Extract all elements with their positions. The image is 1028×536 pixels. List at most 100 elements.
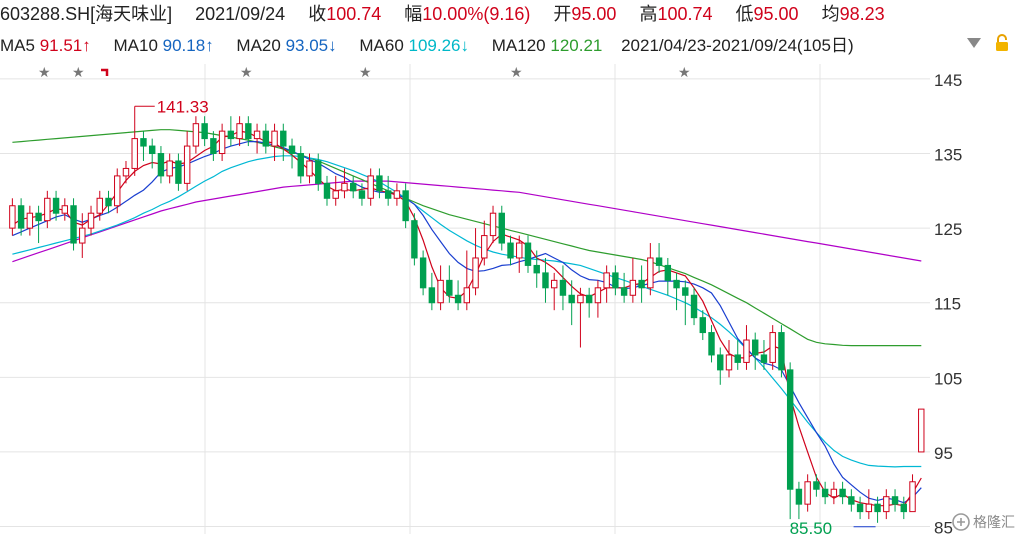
candle-down: [105, 197, 112, 207]
ma10-label[interactable]: MA10: [113, 36, 158, 55]
candle-down: [507, 242, 514, 259]
candle-up: [332, 190, 339, 199]
candle-down: [52, 197, 60, 214]
candle-down: [760, 354, 768, 363]
candle-up: [883, 496, 890, 513]
candle-up: [341, 182, 348, 192]
ma5-label[interactable]: MA5: [0, 36, 35, 55]
ma20-label[interactable]: MA20: [236, 36, 281, 55]
candle-down: [35, 212, 42, 222]
candle-down: [498, 212, 505, 244]
y-tick-label: 115: [934, 295, 961, 314]
candle-up: [909, 481, 916, 513]
candle-down: [454, 294, 462, 304]
candle-down: [201, 123, 208, 140]
candle-up: [114, 175, 121, 207]
candle-down: [428, 287, 436, 304]
candle-down: [262, 130, 270, 147]
candle-down: [323, 182, 331, 199]
candle-down: [524, 242, 532, 266]
watermark-logo-icon: [952, 513, 970, 531]
candle-down: [734, 354, 741, 363]
ma10-arrow: ↑: [205, 36, 214, 55]
triangle-down-icon[interactable]: [966, 36, 982, 55]
candle-up: [865, 503, 873, 513]
date-range[interactable]: 2021/04/23-2021/09/24(105日): [621, 36, 854, 55]
candle-up: [629, 279, 637, 296]
candle-down: [891, 496, 899, 505]
ma5-value: 91.51: [39, 36, 83, 55]
ma120-value: 120.21: [550, 36, 603, 55]
candle-up: [306, 160, 313, 177]
y-tick-label: 125: [934, 220, 962, 239]
candle-up: [44, 197, 51, 222]
candle-down: [795, 488, 803, 505]
candle-down: [70, 205, 77, 244]
candle-up: [603, 272, 610, 289]
candle-down: [786, 369, 794, 490]
candle-up: [830, 488, 838, 498]
low-value: 95.00: [753, 4, 799, 24]
candle-down: [533, 264, 540, 274]
ma20-line: [12, 155, 922, 468]
ma10-line: [12, 141, 922, 504]
candle-down: [620, 287, 628, 296]
low-label: 低: [735, 4, 754, 24]
ma-legend: MA5 91.51↑ MA10 90.18↑ MA20 93.05↓ MA60 …: [0, 34, 854, 58]
candle-down: [376, 175, 383, 192]
candle-down: [664, 264, 672, 281]
change-label: 幅: [404, 4, 423, 24]
y-tick-label: 105: [934, 369, 962, 388]
y-tick-label: 145: [934, 71, 962, 90]
candle-down: [245, 123, 252, 140]
candle-down: [585, 294, 593, 304]
candle-up: [647, 257, 654, 289]
candle-down: [542, 272, 549, 289]
candle-down: [280, 130, 287, 147]
ma60-label[interactable]: MA60: [359, 36, 404, 55]
candle-up: [393, 190, 401, 199]
candle-down: [349, 182, 357, 192]
candle-up: [26, 212, 34, 229]
candle-up: [253, 130, 261, 140]
quote-header: 603288.SH[海天味业] 2021/09/24 收100.74 幅10.0…: [0, 2, 885, 26]
candle-down: [17, 205, 25, 229]
candle-down: [612, 272, 619, 289]
candle-down: [402, 190, 409, 222]
candle-down: [148, 145, 156, 155]
ma60-arrow: ↓: [460, 36, 470, 55]
candle-up: [96, 197, 103, 214]
event-star-icon: ★: [240, 64, 253, 80]
candle-down: [419, 257, 427, 289]
lock-icon[interactable]: [994, 34, 1010, 57]
stock-symbol[interactable]: 603288.SH[海天味业]: [0, 4, 173, 24]
ma120-label[interactable]: MA120: [491, 36, 546, 55]
candle-down: [874, 503, 881, 513]
candle-down: [358, 190, 366, 199]
candle-up: [743, 339, 750, 363]
watermark: 格隆汇: [952, 512, 1015, 532]
min-price-label: 85.50: [790, 519, 833, 536]
y-tick-label: 85: [934, 519, 953, 536]
candle-up: [122, 167, 130, 177]
candle-up: [218, 130, 226, 155]
candle-down: [778, 332, 785, 371]
close-label: 收: [308, 4, 327, 24]
candle-up: [577, 294, 584, 304]
candle-down: [140, 138, 147, 147]
avg-label: 均: [821, 4, 840, 24]
candle-down: [708, 332, 715, 356]
candle-down: [446, 279, 453, 296]
candle-down: [821, 488, 829, 498]
candle-down: [900, 503, 907, 513]
candle-down: [297, 153, 304, 177]
candle-down: [848, 496, 855, 505]
candle-down: [568, 294, 575, 304]
candle-up: [481, 235, 488, 259]
candle-down: [384, 190, 392, 199]
candle-down: [175, 160, 182, 184]
candle-down: [411, 220, 418, 259]
open-value: 95.00: [571, 4, 617, 24]
event-star-icon: ★: [510, 64, 523, 80]
